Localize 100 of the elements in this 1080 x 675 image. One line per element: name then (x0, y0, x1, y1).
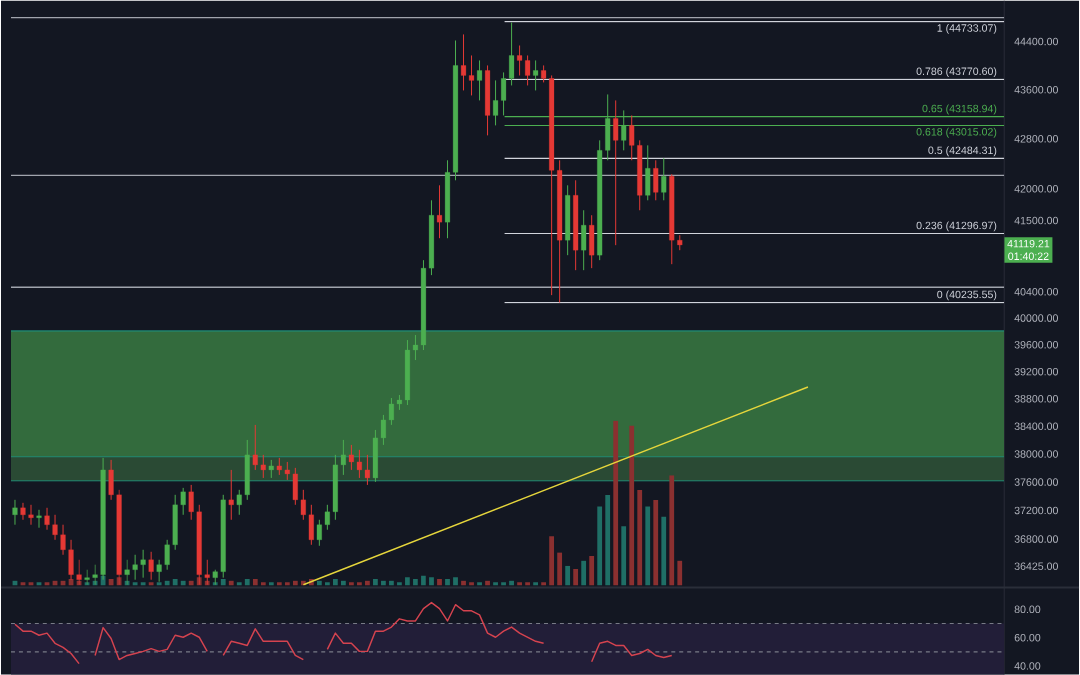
bar (469, 582, 474, 586)
candlestick (517, 44, 523, 76)
bar (621, 526, 627, 586)
candlestick (340, 439, 346, 476)
text: 01:40:22 (1008, 252, 1049, 260)
bar (637, 489, 643, 586)
bar (661, 516, 667, 586)
bar (477, 582, 482, 586)
candlestick (236, 489, 242, 516)
bar (533, 582, 539, 586)
candlestick (164, 539, 170, 571)
ref-line-label: 1 (44733.07) (937, 23, 997, 34)
bar (605, 494, 611, 586)
candlestick (356, 449, 362, 479)
y-tick-label: 37200.00 (1014, 506, 1058, 515)
bar (252, 578, 258, 586)
bar (268, 582, 274, 586)
candlestick (252, 424, 258, 471)
bar (501, 582, 506, 586)
bar (324, 582, 330, 586)
bar (597, 506, 603, 586)
candlestick (268, 459, 274, 479)
candlestick (533, 59, 539, 91)
y-tick-label: 39600.00 (1014, 340, 1058, 349)
y-tick-label: 38800.00 (1014, 395, 1058, 403)
candlestick (228, 469, 234, 521)
candlestick (156, 559, 162, 583)
candlestick (12, 499, 18, 526)
candlestick (52, 514, 58, 541)
candlestick (148, 551, 154, 581)
y-tick-label: 40400.00 (1014, 287, 1058, 296)
bar (429, 577, 434, 586)
y-tick-label: 60.00 (1014, 633, 1041, 642)
bar (132, 582, 138, 586)
y-tick-label: 40000.00 (1014, 314, 1058, 322)
bar (565, 565, 571, 586)
bar (669, 475, 675, 586)
ref-line-label: 0.5 (42484.31) (928, 146, 997, 157)
bar (172, 578, 178, 586)
y-tick-label: 41500.00 (1014, 216, 1058, 225)
y-tick-label: 39200.00 (1014, 367, 1058, 376)
bar (629, 425, 635, 586)
candlestick (260, 454, 266, 479)
bar (140, 582, 146, 586)
bar (284, 582, 290, 586)
bar (356, 582, 362, 586)
ref-line-label: 0 (40235.55) (937, 290, 997, 301)
bar (332, 578, 338, 586)
bar (581, 560, 587, 586)
y-tick-label: 38400.00 (1014, 422, 1058, 431)
candlestick (132, 554, 138, 581)
candlestick (300, 489, 306, 521)
bar (557, 552, 563, 586)
candlestick (324, 504, 330, 531)
bar (220, 578, 226, 586)
y-tick-label: 40.00 (1014, 662, 1041, 670)
text: 41119.21 (1007, 239, 1050, 248)
bar (260, 582, 266, 586)
candlestick (629, 114, 635, 161)
candlestick (348, 444, 354, 471)
y-tick-label: 42800.00 (1014, 135, 1058, 143)
bar (517, 582, 522, 586)
y-tick-label: 80.00 (1014, 605, 1041, 614)
bar (445, 578, 450, 586)
bar (525, 582, 530, 586)
candlestick (477, 59, 483, 101)
bar (437, 578, 442, 586)
candlestick (525, 54, 531, 86)
y-tick-label: 43600.00 (1014, 85, 1058, 94)
candlestick (493, 79, 499, 126)
candlestick (380, 414, 386, 446)
y-tick-label: 36800.00 (1014, 535, 1058, 543)
y-tick-label: 42000.00 (1014, 185, 1058, 193)
candlestick (364, 454, 370, 486)
ref-line-label: 0.786 (43770.60) (916, 67, 997, 78)
ref-line-label: 0.236 (41296.97) (916, 221, 997, 232)
candlestick (661, 157, 667, 201)
bar (589, 555, 595, 586)
bar (244, 578, 250, 586)
y-tick-label: 38000.00 (1014, 450, 1058, 458)
y-tick-label: 37600.00 (1014, 478, 1058, 486)
candlestick (28, 504, 34, 526)
candlestick (613, 99, 619, 246)
candlestick (140, 549, 146, 579)
bar (541, 582, 547, 586)
bar (108, 578, 114, 586)
bar (236, 582, 242, 586)
candlestick (36, 509, 42, 529)
bar (148, 582, 154, 586)
candlestick (180, 487, 186, 516)
candlestick (44, 507, 50, 531)
candlestick (316, 519, 322, 547)
candlestick (509, 22, 515, 86)
candlestick (188, 484, 194, 521)
candlestick (501, 71, 507, 116)
bar (677, 560, 683, 586)
bar (549, 536, 555, 586)
ref-line-label: 0.618 (43015.02) (916, 127, 997, 138)
bar (653, 499, 659, 586)
bar (645, 506, 651, 586)
